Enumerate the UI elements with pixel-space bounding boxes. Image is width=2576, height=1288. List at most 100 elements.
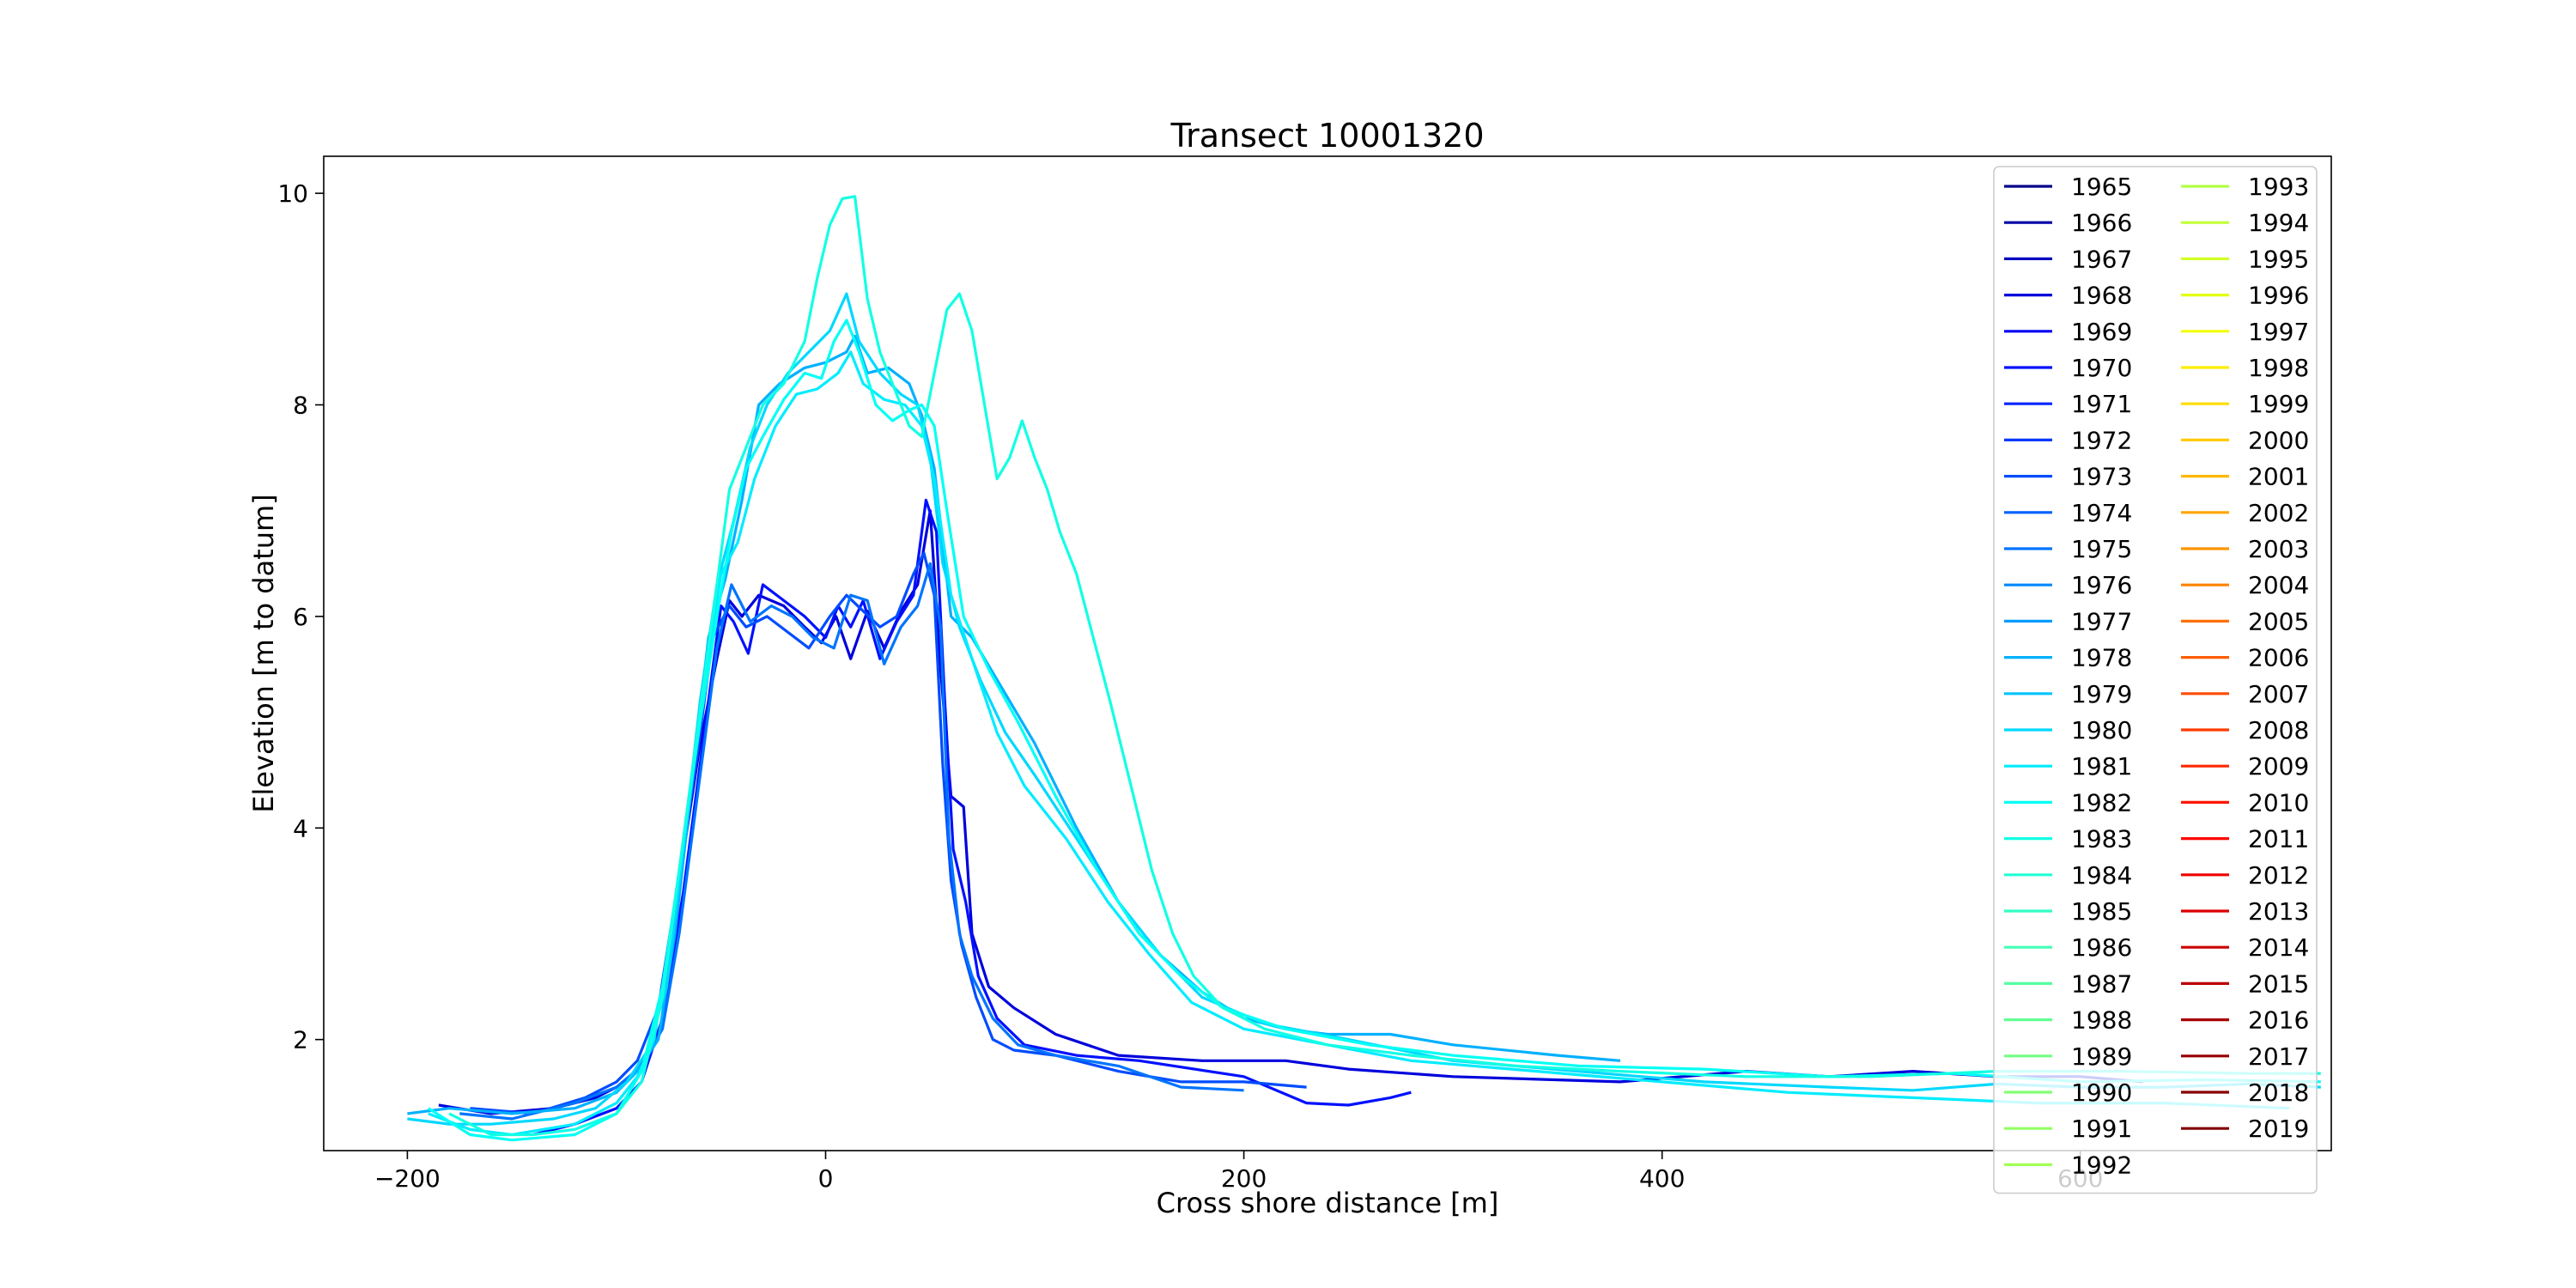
legend-label: 1984: [2071, 861, 2132, 890]
legend-label: 1971: [2071, 390, 2132, 418]
legend-entry: 2018: [2181, 1078, 2309, 1107]
legend-entry: 2010: [2181, 788, 2309, 817]
legend-box: [1993, 166, 2318, 1194]
legend-label: 1978: [2071, 644, 2132, 672]
legend-label: 2001: [2248, 463, 2309, 491]
series-line-1975: [459, 562, 1244, 1121]
legend-label: 1969: [2071, 318, 2132, 346]
legend-entry: 2008: [2181, 716, 2309, 744]
legend-label: 2003: [2248, 535, 2309, 563]
legend-label: 1970: [2071, 354, 2132, 382]
legend-label: 1981: [2071, 752, 2132, 781]
legend-entry: 1983: [2004, 825, 2132, 854]
legend-entry: 1973: [2004, 463, 2132, 491]
legend-label: 1994: [2248, 209, 2309, 237]
legend-entry: 1998: [2181, 354, 2309, 382]
legend-entry: 1993: [2181, 173, 2309, 201]
legend-entry: 1971: [2004, 390, 2132, 418]
legend-label: 1988: [2071, 1006, 2132, 1035]
y-tick-label: 6: [293, 603, 308, 631]
legend-entry: 1972: [2004, 426, 2132, 454]
legend-label: 1973: [2071, 463, 2132, 491]
series-line-1970: [532, 498, 1412, 1137]
legend-label: 1995: [2248, 245, 2309, 273]
legend-label: 2009: [2248, 752, 2309, 781]
legend-label: 1985: [2071, 897, 2132, 926]
legend-entry: 1989: [2004, 1042, 2132, 1071]
legend-label: 1982: [2071, 788, 2132, 817]
legend-entry: 1990: [2004, 1078, 2132, 1107]
series-layer: [407, 195, 2321, 1142]
legend-label: 2008: [2248, 716, 2309, 744]
series-line-1983: [448, 195, 2321, 1137]
legend-entry: 2002: [2181, 499, 2309, 527]
legend-entry: 2009: [2181, 752, 2309, 781]
legend-entry: 1992: [2004, 1151, 2132, 1179]
legend-entry: 2001: [2181, 463, 2309, 491]
legend-label: 1966: [2071, 209, 2132, 237]
y-axis-label: Elevation [m to datum]: [247, 494, 280, 812]
legend-label: 2016: [2248, 1006, 2309, 1035]
legend-label: 1980: [2071, 716, 2132, 744]
legend-entry: 1999: [2181, 390, 2309, 418]
legend-entry: 1980: [2004, 716, 2132, 744]
legend-entry: 1996: [2181, 282, 2309, 310]
legend-label: 1998: [2248, 354, 2309, 382]
legend-entry: 1987: [2004, 969, 2132, 998]
legend-label: 1996: [2248, 282, 2309, 310]
x-tick-label: 200: [1221, 1164, 1267, 1193]
legend-entry: 1985: [2004, 897, 2132, 926]
legend-entry: 1979: [2004, 680, 2132, 708]
legend-entry: 1982: [2004, 788, 2132, 817]
legend-entry: 2015: [2181, 969, 2309, 998]
legend-entry: 1969: [2004, 318, 2132, 346]
legend-label: 1965: [2071, 173, 2132, 201]
legend-entry: 1978: [2004, 644, 2132, 672]
legend-entry: 2016: [2181, 1006, 2309, 1035]
legend-entry: 2019: [2181, 1115, 2309, 1143]
legend-label: 1968: [2071, 282, 2132, 310]
legend-entry: 1966: [2004, 209, 2132, 237]
legend-entry: 1965: [2004, 173, 2132, 201]
legend-label: 1972: [2071, 426, 2132, 454]
legend: 1965 1966 1967 1968 1969 1970 1971 1972 1973 1974…: [1993, 166, 2318, 1194]
legend-label: 1989: [2071, 1042, 2132, 1071]
legend-entry: 2011: [2181, 825, 2309, 854]
legend-entry: 2013: [2181, 897, 2309, 926]
legend-label: 1992: [2071, 1151, 2132, 1179]
legend-label: 1983: [2071, 825, 2132, 854]
legend-entry: 1984: [2004, 861, 2132, 890]
legend-label: 1979: [2071, 680, 2132, 708]
y-tick-label: 4: [293, 814, 308, 842]
legend-label: 2012: [2248, 861, 2309, 890]
legend-label: 1974: [2071, 499, 2132, 527]
legend-entry: 2005: [2181, 607, 2309, 635]
legend-label: 2015: [2248, 969, 2309, 998]
legend-entry: 1970: [2004, 354, 2132, 382]
legend-entry: 2012: [2181, 861, 2309, 890]
legend-label: 2019: [2248, 1115, 2309, 1143]
legend-label: 2004: [2248, 571, 2309, 599]
legend-label: 1975: [2071, 535, 2132, 563]
legend-label: 1976: [2071, 571, 2132, 599]
legend-label: 2018: [2248, 1078, 2309, 1107]
legend-label: 2013: [2248, 897, 2309, 926]
legend-label: 2006: [2248, 644, 2309, 672]
legend-entry: 1975: [2004, 535, 2132, 563]
legend-entry: 2003: [2181, 535, 2309, 563]
legend-entry: 1988: [2004, 1006, 2132, 1035]
legend-label: 2017: [2248, 1042, 2309, 1071]
legend-entry: 1976: [2004, 571, 2132, 599]
legend-label: 2011: [2248, 825, 2309, 854]
legend-label: 1999: [2248, 390, 2309, 418]
legend-label: 2000: [2248, 426, 2309, 454]
legend-entry: 2006: [2181, 644, 2309, 672]
legend-label: 2010: [2248, 788, 2309, 817]
y-tick-label: 8: [293, 392, 308, 420]
y-tick-label: 10: [277, 179, 308, 208]
legend-label: 2014: [2248, 933, 2309, 962]
chart-title: Transect 10001320: [1170, 117, 1484, 155]
x-axis-label: Cross shore distance [m]: [1157, 1187, 1499, 1219]
legend-entry: 1991: [2004, 1115, 2132, 1143]
legend-label: 1997: [2248, 318, 2309, 346]
